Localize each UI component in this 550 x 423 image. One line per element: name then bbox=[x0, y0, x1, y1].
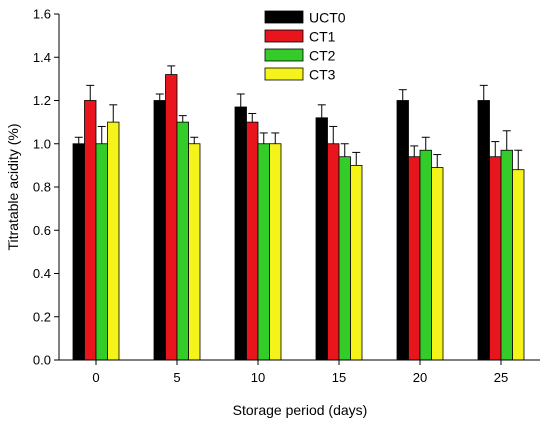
y-tick-label: 1.6 bbox=[33, 7, 51, 22]
bar-ct3-15 bbox=[350, 164, 363, 361]
bar-ct1-15 bbox=[327, 143, 340, 361]
error-bar-uct0-0 bbox=[74, 136, 83, 144]
legend-item-uct0: UCT0 bbox=[264, 10, 346, 26]
y-tick-label: 1.2 bbox=[33, 93, 51, 108]
legend-label: CT3 bbox=[309, 67, 336, 83]
y-tick-label: 1.0 bbox=[33, 136, 51, 151]
bar-uct0-15 bbox=[315, 117, 328, 361]
x-tick-label: 15 bbox=[332, 370, 346, 385]
bar-ct2-25 bbox=[500, 149, 513, 361]
error-bar-uct0-5 bbox=[155, 93, 164, 101]
legend-item-ct3: CT3 bbox=[264, 67, 336, 83]
bar-uct0-0 bbox=[72, 143, 85, 361]
bar-uct0-5 bbox=[153, 100, 166, 361]
error-bar-ct1-5 bbox=[167, 65, 176, 75]
bar-ct2-10 bbox=[257, 143, 270, 361]
x-ticks: 0 5 10 15 20 25 bbox=[92, 360, 508, 385]
bar-ct3-0 bbox=[107, 121, 120, 361]
error-bar-uct0-20 bbox=[398, 89, 407, 101]
x-tick-label: 0 bbox=[92, 370, 99, 385]
bar-ct1-5 bbox=[165, 74, 178, 361]
x-tick-label: 20 bbox=[413, 370, 427, 385]
error-bar-ct2-15 bbox=[340, 143, 349, 157]
error-bar-uct0-10 bbox=[236, 93, 245, 107]
legend-item-ct2: CT2 bbox=[264, 48, 336, 64]
error-bar-ct2-25 bbox=[502, 130, 511, 151]
y-tick-label: 0.6 bbox=[33, 223, 51, 238]
error-bar-uct0-15 bbox=[317, 104, 326, 118]
y-axis-title: Titratable acidity (%) bbox=[5, 123, 21, 250]
bar-uct0-25 bbox=[477, 100, 490, 361]
error-bar-ct1-10 bbox=[248, 112, 257, 123]
error-bar-ct2-10 bbox=[259, 132, 268, 144]
bars-layer bbox=[72, 74, 525, 361]
bar-ct2-0 bbox=[95, 143, 108, 361]
x-axis-title: Storage period (days) bbox=[233, 402, 368, 418]
error-bar-ct1-25 bbox=[491, 141, 500, 157]
bar-ct1-25 bbox=[489, 156, 502, 361]
legend-swatch bbox=[264, 67, 304, 81]
bar-uct0-20 bbox=[396, 100, 409, 361]
bar-ct2-20 bbox=[419, 149, 432, 361]
y-ticks: 0.0 0.2 0.4 0.6 0.8 1.0 1.2 1.4 1.6 bbox=[33, 7, 59, 368]
error-bar-ct3-0 bbox=[109, 104, 118, 123]
y-tick-label: 1.4 bbox=[33, 50, 51, 65]
legend: UCT0 CT1 CT2 CT3 bbox=[264, 10, 346, 83]
legend-swatch bbox=[264, 10, 304, 24]
bar-ct3-5 bbox=[188, 143, 201, 361]
x-tick-label: 25 bbox=[494, 370, 508, 385]
axes-layer bbox=[58, 14, 540, 361]
bar-ct3-20 bbox=[431, 167, 444, 361]
bar-ct1-0 bbox=[84, 100, 97, 361]
y-tick-label: 0.2 bbox=[33, 309, 51, 324]
y-tick-label: 0.0 bbox=[33, 353, 51, 368]
error-bar-ct2-0 bbox=[97, 125, 106, 144]
y-tick-label: 0.8 bbox=[33, 180, 51, 195]
bar-uct0-10 bbox=[234, 106, 247, 361]
bar-ct2-5 bbox=[176, 121, 189, 361]
error-bar-ct2-20 bbox=[421, 136, 430, 151]
error-bar-uct0-25 bbox=[479, 84, 488, 101]
error-bar-ct2-5 bbox=[178, 115, 187, 123]
error-bar-ct3-20 bbox=[433, 154, 442, 168]
error-bars-layer bbox=[74, 65, 523, 170]
legend-label: UCT0 bbox=[309, 10, 346, 26]
legend-item-ct1: CT1 bbox=[264, 29, 336, 45]
y-tick-label: 0.4 bbox=[33, 266, 51, 281]
bar-ct3-10 bbox=[269, 143, 282, 361]
error-bar-ct3-10 bbox=[271, 132, 280, 144]
error-bar-ct3-5 bbox=[190, 136, 199, 144]
legend-label: CT1 bbox=[309, 29, 336, 45]
x-tick-label: 5 bbox=[173, 370, 180, 385]
bar-ct1-10 bbox=[246, 121, 259, 361]
error-bar-ct1-0 bbox=[86, 84, 95, 101]
error-bar-ct1-15 bbox=[329, 125, 338, 144]
bar-ct3-25 bbox=[512, 169, 525, 361]
error-bar-ct3-15 bbox=[352, 151, 361, 166]
bar-ct2-15 bbox=[338, 156, 351, 361]
error-bar-ct3-25 bbox=[514, 149, 523, 170]
legend-swatch bbox=[264, 48, 304, 62]
x-tick-label: 10 bbox=[251, 370, 265, 385]
legend-label: CT2 bbox=[309, 48, 336, 64]
error-bar-ct1-20 bbox=[410, 145, 419, 157]
bar-ct1-20 bbox=[408, 156, 421, 361]
legend-swatch bbox=[264, 29, 304, 43]
